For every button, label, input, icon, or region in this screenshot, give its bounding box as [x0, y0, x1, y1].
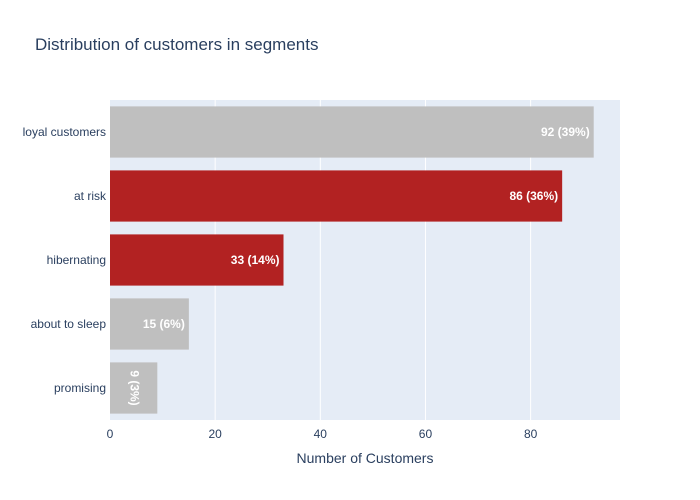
bar — [110, 362, 158, 414]
y-tick-label: promising — [54, 381, 106, 395]
bars: 92 (39%) 86 (36%) 33 (14%) 15 (6%) 9 (3%) — [110, 106, 594, 414]
x-tick-label: 80 — [524, 427, 538, 441]
bar — [110, 298, 189, 350]
bar-data-label: 9 (3%) — [127, 370, 141, 405]
x-tick-label: 20 — [208, 427, 222, 441]
bar-data-label: 92 (39%) — [541, 125, 590, 139]
y-tick-label: at risk — [74, 189, 107, 203]
y-tick-label: loyal customers — [23, 125, 106, 139]
bar — [110, 234, 284, 286]
x-tick-label: 40 — [314, 427, 328, 441]
x-tick-label: 60 — [419, 427, 433, 441]
bar — [110, 170, 563, 222]
x-tick-label: 0 — [107, 427, 114, 441]
chart-title: Distribution of customers in segments — [35, 35, 318, 54]
x-axis-title: Number of Customers — [297, 450, 434, 466]
bar — [110, 106, 594, 158]
y-axis-tick-labels: loyal customers at risk hibernating about t… — [23, 125, 107, 395]
y-tick-label: hibernating — [47, 253, 106, 267]
bar-data-label: 33 (14%) — [231, 253, 280, 267]
bar-data-label: 86 (36%) — [509, 189, 558, 203]
x-axis-tick-labels: 0 20 40 60 80 — [107, 427, 538, 441]
y-tick-label: about to sleep — [31, 317, 107, 331]
bar-data-label: 15 (6%) — [143, 317, 185, 331]
